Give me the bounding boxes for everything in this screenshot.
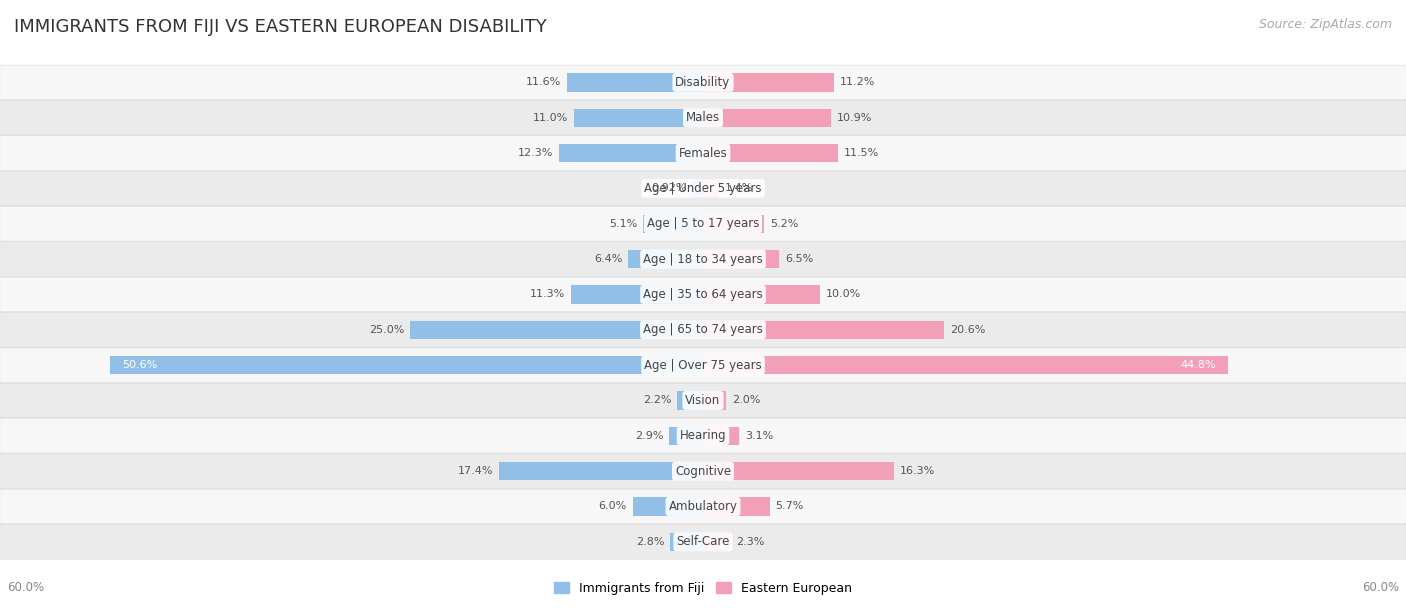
Text: 5.1%: 5.1% [609,218,637,229]
FancyBboxPatch shape [0,313,1406,347]
Text: 11.0%: 11.0% [533,113,568,123]
Text: Ambulatory: Ambulatory [668,500,738,513]
Bar [703,73,834,92]
Bar [703,498,770,516]
Text: 60.0%: 60.0% [7,581,44,594]
Bar [571,285,703,304]
Text: 6.5%: 6.5% [785,254,813,264]
Legend: Immigrants from Fiji, Eastern European: Immigrants from Fiji, Eastern European [548,577,858,600]
FancyBboxPatch shape [0,206,1406,241]
Bar [644,215,703,233]
FancyBboxPatch shape [0,454,1406,488]
Bar [678,391,703,409]
Text: Age | 35 to 64 years: Age | 35 to 64 years [643,288,763,301]
FancyBboxPatch shape [0,419,1406,453]
Text: 11.6%: 11.6% [526,77,561,88]
Bar [703,144,838,162]
FancyBboxPatch shape [0,171,1406,206]
FancyBboxPatch shape [0,100,1406,135]
FancyBboxPatch shape [0,277,1406,312]
Bar [567,73,703,92]
Text: 17.4%: 17.4% [458,466,494,476]
Text: 2.0%: 2.0% [733,395,761,406]
Text: IMMIGRANTS FROM FIJI VS EASTERN EUROPEAN DISABILITY: IMMIGRANTS FROM FIJI VS EASTERN EUROPEAN… [14,18,547,36]
Text: Hearing: Hearing [679,429,727,442]
Text: 11.2%: 11.2% [841,77,876,88]
Text: Females: Females [679,147,727,160]
Text: 2.2%: 2.2% [643,395,672,406]
Text: 2.9%: 2.9% [634,431,664,441]
Text: 3.1%: 3.1% [745,431,773,441]
Bar [703,250,779,268]
Text: Males: Males [686,111,720,124]
Bar [633,498,703,516]
Text: 10.9%: 10.9% [837,113,872,123]
Text: Vision: Vision [685,394,721,407]
Text: Age | 5 to 17 years: Age | 5 to 17 years [647,217,759,230]
Text: 1.4%: 1.4% [725,184,754,193]
Bar [703,462,894,480]
Text: 50.6%: 50.6% [122,360,157,370]
Bar [703,356,1227,375]
Bar [628,250,703,268]
Bar [411,321,703,339]
Text: 12.3%: 12.3% [517,148,553,158]
FancyBboxPatch shape [0,65,1406,100]
Text: 6.4%: 6.4% [593,254,621,264]
Bar [574,108,703,127]
Bar [703,108,831,127]
Text: 60.0%: 60.0% [1362,581,1399,594]
FancyBboxPatch shape [0,136,1406,170]
Text: Disability: Disability [675,76,731,89]
Bar [703,285,820,304]
FancyBboxPatch shape [0,524,1406,559]
Text: 16.3%: 16.3% [900,466,935,476]
FancyBboxPatch shape [0,489,1406,524]
Text: 2.8%: 2.8% [636,537,665,547]
Bar [499,462,703,480]
Text: 10.0%: 10.0% [827,289,862,299]
Text: 0.92%: 0.92% [651,184,686,193]
Bar [692,179,703,198]
Text: 5.2%: 5.2% [770,218,799,229]
Bar [703,427,740,445]
FancyBboxPatch shape [0,242,1406,277]
Bar [703,391,727,409]
Text: Cognitive: Cognitive [675,465,731,477]
Bar [671,532,703,551]
Bar [703,179,720,198]
Text: 11.3%: 11.3% [530,289,565,299]
Text: Self-Care: Self-Care [676,536,730,548]
Bar [560,144,703,162]
Bar [110,356,703,375]
FancyBboxPatch shape [0,383,1406,418]
Bar [703,215,763,233]
Text: 20.6%: 20.6% [950,325,986,335]
Text: Age | 18 to 34 years: Age | 18 to 34 years [643,253,763,266]
Text: Age | Under 5 years: Age | Under 5 years [644,182,762,195]
Bar [703,321,945,339]
Text: 5.7%: 5.7% [776,501,804,512]
Text: 11.5%: 11.5% [844,148,879,158]
Text: 6.0%: 6.0% [599,501,627,512]
Text: Age | Over 75 years: Age | Over 75 years [644,359,762,371]
FancyBboxPatch shape [0,348,1406,382]
Text: Source: ZipAtlas.com: Source: ZipAtlas.com [1258,18,1392,31]
Text: 25.0%: 25.0% [368,325,405,335]
Text: Age | 65 to 74 years: Age | 65 to 74 years [643,323,763,336]
Text: 2.3%: 2.3% [735,537,765,547]
Bar [703,532,730,551]
Text: 44.8%: 44.8% [1181,360,1216,370]
Bar [669,427,703,445]
